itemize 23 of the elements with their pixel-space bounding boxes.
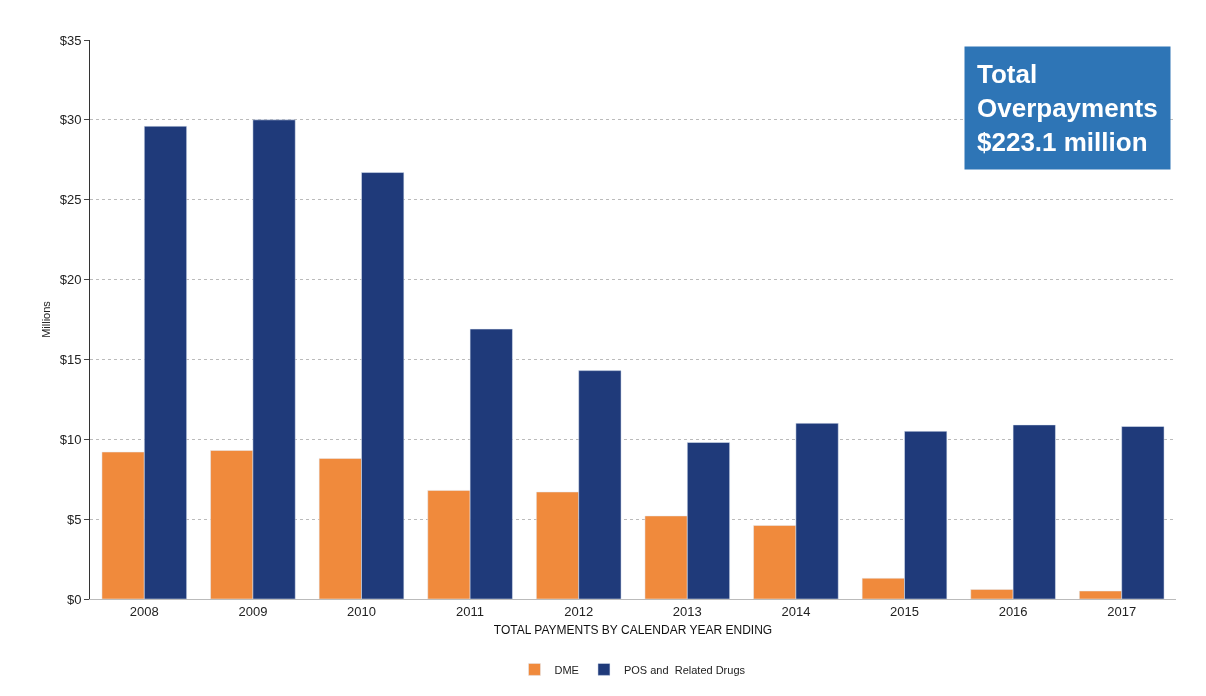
x-tick-label: 2013 — [672, 603, 702, 619]
y-tick-label: $20 — [59, 272, 82, 288]
legend-label: DME — [554, 663, 579, 676]
y-tick-label: $15 — [59, 351, 82, 367]
y-tick-label: $5 — [66, 511, 82, 527]
y-tick-label: $25 — [59, 192, 82, 208]
x-tick-label: 2016 — [998, 603, 1028, 619]
y-tick-label: $10 — [59, 431, 82, 447]
y-tick-label: $0 — [66, 591, 82, 607]
y-axis-title: Millions — [40, 300, 53, 338]
x-axis-title: TOTAL PAYMENTS BY CALENDAR YEAR ENDING — [493, 623, 773, 638]
annotation: Total Overpayments $223.1 million — [977, 59, 1158, 157]
y-tick-label: $30 — [59, 112, 82, 128]
legend-label: POS and Related Drugs — [623, 663, 746, 676]
x-tick-label: 2012 — [564, 603, 594, 619]
x-tick-label: 2017 — [1107, 603, 1137, 619]
y-tick-label: $35 — [59, 32, 82, 48]
x-tick-label: 2015 — [890, 603, 919, 619]
x-tick-label: 2014 — [781, 603, 811, 619]
x-tick-label: 2009 — [238, 603, 268, 619]
x-tick-label: 2011 — [456, 603, 485, 619]
x-tick-label: 2008 — [129, 603, 159, 619]
x-tick-label: 2010 — [347, 603, 376, 619]
